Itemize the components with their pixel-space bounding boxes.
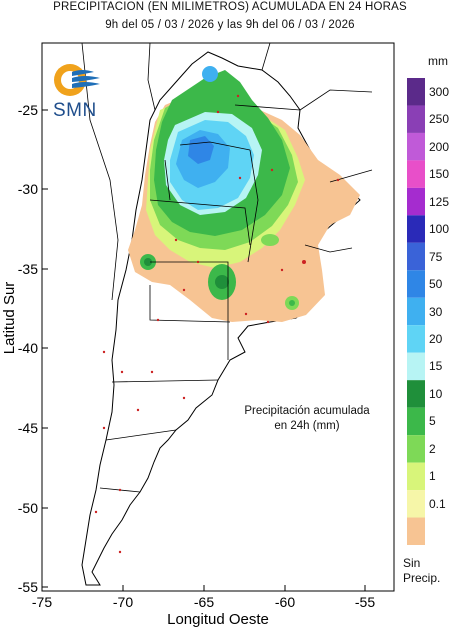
x-tick-label: -70 bbox=[113, 594, 133, 610]
legend-swatch bbox=[407, 490, 425, 518]
precip-cell-cordoba-core bbox=[144, 258, 152, 266]
legend-colorbar bbox=[407, 78, 425, 545]
legend-level-label: 300 bbox=[429, 84, 450, 99]
map-title: PRECIPITACION (EN MILIMETROS) ACUMULADA … bbox=[53, 1, 407, 13]
legend-swatch bbox=[407, 132, 425, 161]
legend-swatch bbox=[407, 352, 425, 381]
note-line2: en 24h (mm) bbox=[274, 420, 340, 432]
precip-shading bbox=[128, 66, 360, 322]
legend-swatch bbox=[407, 160, 425, 188]
legend-level-label: 5 bbox=[429, 414, 436, 429]
legend-level-label: 20 bbox=[429, 331, 443, 346]
x-tick-label: -55 bbox=[355, 594, 375, 610]
y-tick-label: -35 bbox=[18, 261, 38, 277]
precip-cell-litoral bbox=[261, 234, 279, 246]
legend-swatch bbox=[407, 380, 425, 408]
legend-swatch bbox=[407, 78, 425, 106]
y-tick-label: -50 bbox=[18, 500, 38, 516]
legend-level-label: 200 bbox=[429, 139, 450, 154]
station-markers bbox=[94, 94, 340, 554]
legend-swatch bbox=[407, 187, 425, 216]
x-ticks bbox=[41, 585, 366, 591]
legend-swatch bbox=[407, 407, 425, 436]
legend-swatch bbox=[407, 325, 425, 353]
legend-unit: mm bbox=[428, 54, 448, 68]
map-note: Precipitación acumulada en 24h (mm) bbox=[226, 404, 388, 434]
legend-level-label: 2 bbox=[429, 441, 436, 456]
precip-cell-pampa-core bbox=[215, 275, 229, 289]
legend-swatch bbox=[407, 462, 425, 491]
legend-level-label: 30 bbox=[429, 304, 443, 319]
precip-cell-north bbox=[202, 66, 218, 82]
y-tick-label: -40 bbox=[18, 340, 38, 356]
legend-swatch bbox=[407, 297, 425, 326]
precip-cell-buenosaires-core bbox=[289, 300, 295, 306]
legend-level-label: 125 bbox=[429, 194, 450, 209]
y-tick-label: -25 bbox=[18, 102, 38, 118]
no-precip-label: Sin Precip. bbox=[403, 556, 440, 586]
no-precip-line1: Sin bbox=[403, 556, 421, 570]
legend-level-label: 250 bbox=[429, 112, 450, 127]
plot-frame bbox=[41, 42, 395, 592]
map-period: 9h del 05 / 03 / 2026 y las 9h del 06 / … bbox=[105, 19, 355, 31]
legend-level-label: 50 bbox=[429, 277, 443, 292]
x-tick-label: -65 bbox=[194, 594, 214, 610]
legend-level-label: 75 bbox=[429, 249, 443, 264]
precip-zone-50 bbox=[188, 136, 214, 164]
legend-swatch bbox=[407, 242, 425, 271]
legend-level-label: 1 bbox=[429, 469, 436, 484]
x-tick-label: -60 bbox=[275, 594, 295, 610]
legend-level-label: 0.1 bbox=[429, 496, 446, 511]
logo-text: SMN bbox=[53, 100, 97, 121]
legend-swatch bbox=[407, 270, 425, 298]
y-tick-label: -55 bbox=[18, 579, 38, 595]
y-tick-label: -30 bbox=[18, 181, 38, 197]
legend-level-label: 10 bbox=[429, 386, 443, 401]
note-line1: Precipitación acumulada bbox=[244, 405, 370, 417]
legend-level-label: 15 bbox=[429, 359, 443, 374]
legend-swatch bbox=[407, 517, 425, 545]
legend-level-label: 150 bbox=[429, 167, 450, 182]
x-axis-title: Longitud Oeste bbox=[167, 611, 269, 628]
legend-level-label: 100 bbox=[429, 222, 450, 237]
x-tick-label: -75 bbox=[32, 594, 52, 610]
y-axis-title: Latitud Sur bbox=[1, 282, 18, 355]
y-tick-label: -45 bbox=[18, 420, 38, 436]
y-ticks bbox=[42, 109, 48, 588]
legend-swatch bbox=[407, 215, 425, 243]
legend-swatch bbox=[407, 105, 425, 133]
legend-swatch bbox=[407, 435, 425, 463]
no-precip-line2: Precip. bbox=[403, 571, 441, 585]
province-borders bbox=[99, 104, 301, 493]
smn-logo-icon bbox=[54, 64, 100, 96]
